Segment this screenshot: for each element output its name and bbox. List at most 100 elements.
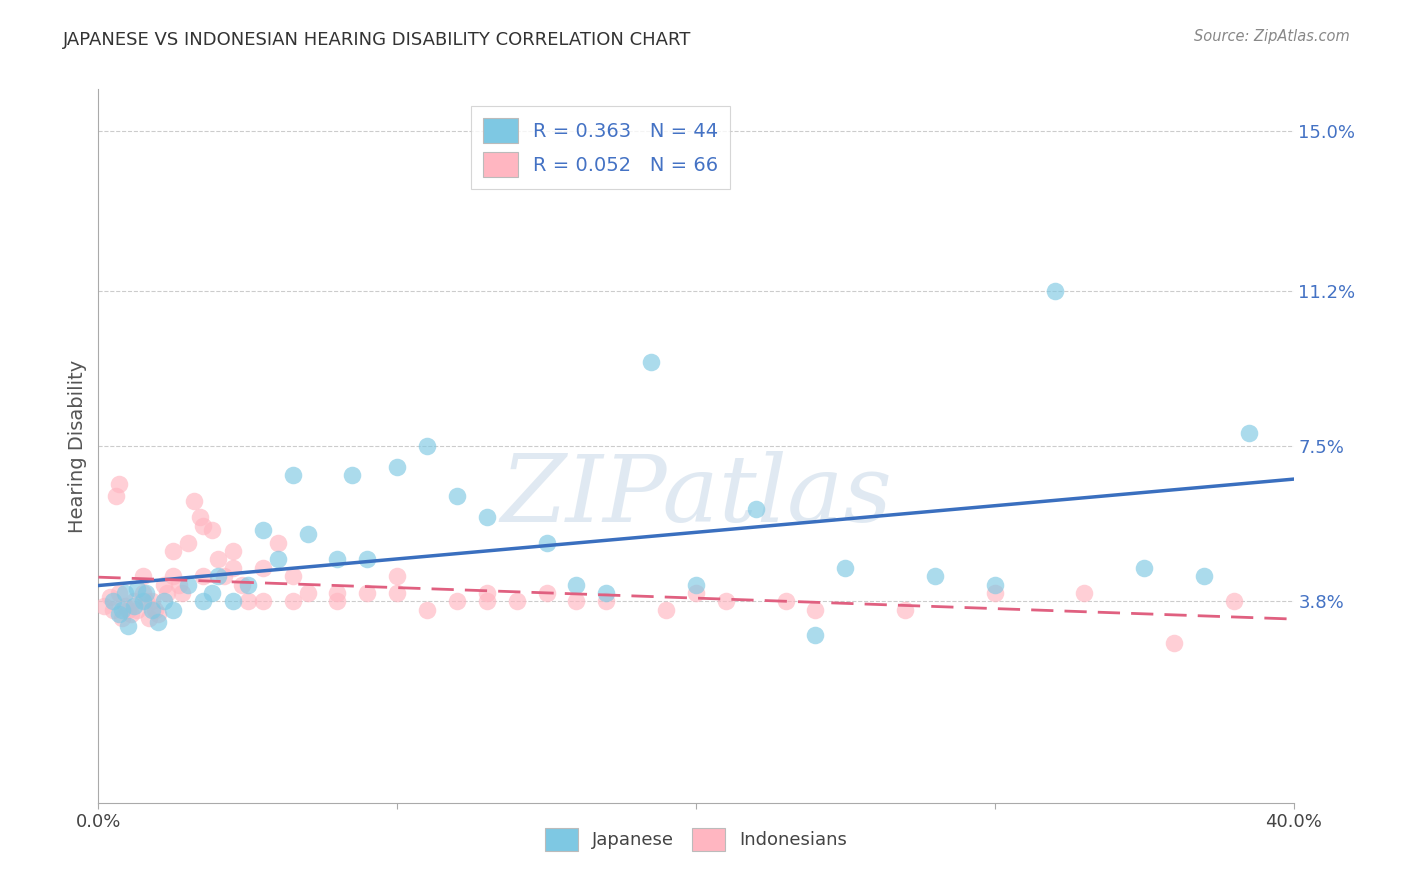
Point: [212, 569, 235, 583]
Point: [775, 594, 797, 608]
Point: [191, 594, 214, 608]
Point: [127, 603, 149, 617]
Point: [536, 535, 558, 549]
Point: [236, 594, 259, 608]
Point: [124, 599, 146, 613]
Point: [685, 586, 707, 600]
Point: [108, 586, 131, 600]
Point: [153, 577, 176, 591]
Point: [804, 603, 827, 617]
Point: [267, 552, 290, 566]
Point: [894, 603, 917, 617]
Point: [356, 586, 378, 600]
Point: [1163, 636, 1185, 650]
Point: [565, 577, 588, 591]
Point: [177, 577, 200, 591]
Point: [685, 577, 707, 591]
Point: [1133, 560, 1156, 574]
Point: [177, 535, 200, 549]
Point: [231, 577, 253, 591]
Point: [385, 569, 409, 583]
Point: [385, 586, 409, 600]
Point: [143, 603, 166, 617]
Point: [162, 603, 184, 617]
Text: JAPANESE VS INDONESIAN HEARING DISABILITY CORRELATION CHART: JAPANESE VS INDONESIAN HEARING DISABILIT…: [63, 31, 692, 49]
Point: [834, 560, 856, 574]
Point: [111, 611, 134, 625]
Point: [1192, 569, 1215, 583]
Point: [804, 628, 827, 642]
Text: ZIPatlas: ZIPatlas: [501, 451, 891, 541]
Point: [655, 603, 678, 617]
Point: [201, 523, 224, 537]
Point: [595, 594, 617, 608]
Point: [132, 569, 155, 583]
Point: [1073, 586, 1095, 600]
Point: [105, 489, 128, 503]
Point: [326, 552, 349, 566]
Point: [188, 510, 211, 524]
Point: [191, 569, 214, 583]
Point: [191, 518, 214, 533]
Point: [281, 594, 304, 608]
Point: [132, 586, 155, 600]
Point: [162, 544, 184, 558]
Point: [222, 560, 245, 574]
Point: [183, 493, 205, 508]
Point: [148, 615, 170, 630]
Point: [984, 577, 1007, 591]
Point: [565, 594, 588, 608]
Point: [326, 594, 349, 608]
Point: [536, 586, 558, 600]
Legend: Japanese, Indonesians: Japanese, Indonesians: [538, 821, 853, 858]
Point: [475, 586, 498, 600]
Point: [114, 599, 136, 613]
Point: [267, 535, 290, 549]
Point: [114, 586, 136, 600]
Point: [103, 594, 125, 608]
Point: [127, 582, 149, 596]
Point: [103, 603, 125, 617]
Point: [98, 590, 122, 604]
Point: [506, 594, 529, 608]
Point: [222, 594, 245, 608]
Point: [595, 586, 617, 600]
Point: [475, 510, 498, 524]
Point: [385, 460, 409, 475]
Point: [446, 489, 468, 503]
Point: [446, 594, 468, 608]
Point: [156, 586, 179, 600]
Point: [148, 607, 170, 621]
Point: [124, 594, 146, 608]
Point: [111, 603, 134, 617]
Point: [167, 577, 190, 591]
Point: [252, 594, 274, 608]
Point: [172, 586, 194, 600]
Point: [207, 569, 229, 583]
Point: [356, 552, 378, 566]
Point: [984, 586, 1007, 600]
Point: [475, 594, 498, 608]
Point: [326, 586, 349, 600]
Point: [162, 569, 184, 583]
Point: [222, 544, 245, 558]
Point: [135, 594, 157, 608]
Point: [153, 594, 176, 608]
Point: [342, 468, 364, 483]
Point: [138, 611, 160, 625]
Point: [416, 603, 439, 617]
Point: [207, 552, 229, 566]
Point: [135, 586, 157, 600]
Point: [297, 527, 319, 541]
Point: [132, 594, 155, 608]
Point: [714, 594, 737, 608]
Point: [201, 586, 224, 600]
Point: [1043, 284, 1066, 298]
Point: [93, 599, 115, 613]
Point: [108, 476, 131, 491]
Point: [117, 619, 139, 633]
Point: [141, 603, 163, 617]
Point: [745, 502, 768, 516]
Point: [1237, 426, 1260, 441]
Point: [281, 468, 304, 483]
